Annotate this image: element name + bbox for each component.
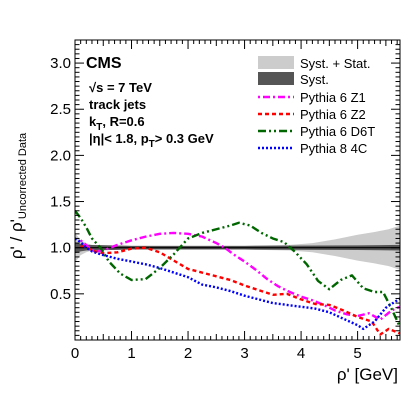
experiment-label: CMS xyxy=(86,55,122,72)
info-line-sub: T xyxy=(96,122,102,133)
legend-swatch-band xyxy=(258,72,294,85)
info-line: √s = 7 TeV xyxy=(89,80,152,95)
legend-label: Pythia 6 D6T xyxy=(300,124,375,139)
x-tick-label: 5 xyxy=(353,345,361,362)
legend: Syst. + Stat.Syst. Pythia 6 Z1 Pythia 6 Z2… xyxy=(258,56,375,156)
info-line-sub: T xyxy=(149,139,155,150)
legend-label: Syst. + Stat. xyxy=(300,56,370,71)
plot-frame xyxy=(74,39,401,341)
x-axis-title: ρ' [GeV] xyxy=(337,365,398,384)
info-line-rest: , R=0.6 xyxy=(102,114,144,129)
y-tick-label: 1.5 xyxy=(50,194,71,211)
info-line-main: k xyxy=(89,114,97,129)
info-line-main: track jets xyxy=(89,97,146,112)
y-tick-label: 0.5 xyxy=(50,286,71,303)
legend-label: Pythia 6 Z2 xyxy=(300,107,366,122)
x-tick-label: 1 xyxy=(127,345,135,362)
info-line: kT, R=0.6 xyxy=(89,114,145,133)
legend-label: Syst. xyxy=(300,72,329,87)
y-tick-label: 1.0 xyxy=(50,240,71,257)
series-lines xyxy=(75,210,400,336)
y-axis-title-main: ρ' / ρ' xyxy=(7,219,26,259)
series-line-3 xyxy=(75,237,400,331)
y-axis-title-sub: Uncorrected Data xyxy=(17,132,29,219)
y-tick-label: 2.0 xyxy=(50,147,71,164)
legend-label: Pythia 6 Z1 xyxy=(300,90,366,105)
legend-swatch-band xyxy=(258,56,294,69)
info-line: track jets xyxy=(89,97,146,112)
info-line-rest: > 0.3 GeV xyxy=(155,131,214,146)
x-tick-label: 0 xyxy=(71,345,79,362)
series-line-2 xyxy=(75,210,400,328)
tick-labels: 0 1 2 3 4 5 0.5 1.0 1.5 2.0 2.5 3.0 xyxy=(50,55,362,362)
series-line-1 xyxy=(80,244,400,336)
info-line: |η|< 1.8, pT> 0.3 GeV xyxy=(89,131,214,150)
series-line-0 xyxy=(79,231,400,321)
legend-label: Pythia 8 4C xyxy=(300,141,367,156)
info-line-main: √s = 7 TeV xyxy=(89,80,152,95)
x-tick-label: 2 xyxy=(184,345,192,362)
y-tick-label: 3.0 xyxy=(50,55,71,72)
y-tick-label: 2.5 xyxy=(50,101,71,118)
axis-ticks xyxy=(74,39,400,341)
y-axis-title: ρ' / ρ'Uncorrected Data xyxy=(7,132,29,259)
x-tick-label: 3 xyxy=(240,345,248,362)
info-line-main: |η|< 1.8, p xyxy=(89,131,149,146)
x-tick-label: 4 xyxy=(297,345,305,362)
